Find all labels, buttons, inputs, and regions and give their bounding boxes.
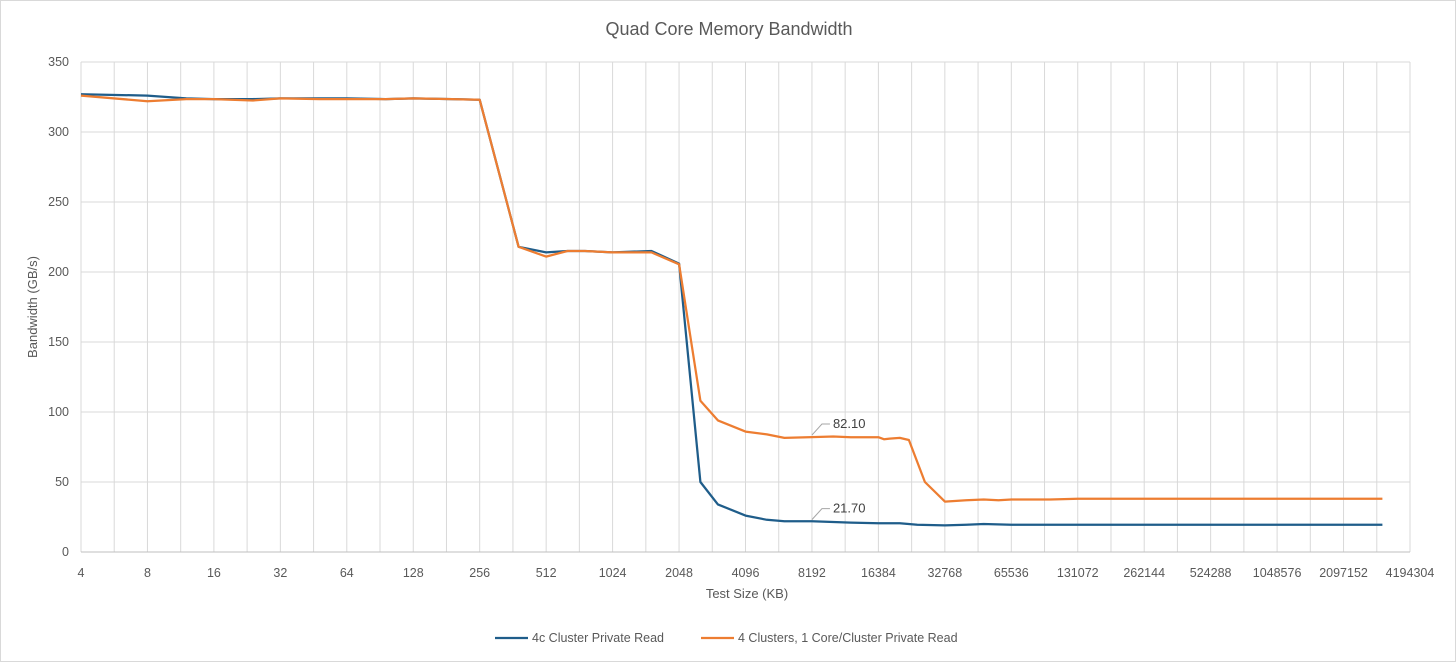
x-tick-label: 2097152 [1319,566,1368,580]
x-axis-ticks: 4 8 16 32 64 128 256 512 1024 2048 4096 8192 16384 32… [78,566,1435,580]
x-tick-label: 1024 [599,566,627,580]
x-tick-label: 524288 [1190,566,1232,580]
x-tick-label: 262144 [1123,566,1165,580]
y-axis-ticks: 0 50 100 150 200 250 300 350 [48,55,69,559]
y-tick-label: 150 [48,335,69,349]
x-tick-label: 16384 [861,566,896,580]
chart-title: Quad Core Memory Bandwidth [605,19,852,39]
y-tick-label: 250 [48,195,69,209]
annotation-label: 21.70 [833,501,866,516]
x-tick-label: 64 [340,566,354,580]
y-tick-label: 0 [62,545,69,559]
x-tick-label: 4 [78,566,85,580]
series-line-2 [80,94,1383,503]
legend-label-1: 4c Cluster Private Read [532,631,664,645]
y-axis-title: Bandwidth (GB/s) [25,256,40,358]
x-tick-label: 131072 [1057,566,1099,580]
x-tick-label: 8192 [798,566,826,580]
y-tick-label: 100 [48,405,69,419]
x-tick-label: 128 [403,566,424,580]
x-tick-label: 1048576 [1253,566,1302,580]
annotation-leader [811,423,830,436]
y-tick-label: 350 [48,55,69,69]
x-tick-label: 16 [207,566,221,580]
legend: 4c Cluster Private Read 4 Clusters, 1 Cor… [495,631,958,645]
x-tick-label: 65536 [994,566,1029,580]
x-tick-label: 256 [469,566,490,580]
series-lines [80,93,1383,527]
annotation-label: 82.10 [833,416,866,431]
x-tick-label: 32768 [927,566,962,580]
series-line-1 [80,93,1383,527]
grid-lines [80,61,1411,553]
y-tick-label: 200 [48,265,69,279]
annotation-leader [811,508,830,520]
x-tick-label: 4194304 [1386,566,1435,580]
y-tick-label: 50 [55,475,69,489]
y-tick-label: 300 [48,125,69,139]
x-tick-label: 8 [144,566,151,580]
data-annotations: 82.10 21.70 [811,416,866,520]
x-tick-label: 2048 [665,566,693,580]
x-axis-title: Test Size (KB) [706,586,788,601]
x-tick-label: 4096 [732,566,760,580]
x-tick-label: 32 [273,566,287,580]
x-tick-label: 512 [536,566,557,580]
legend-label-2: 4 Clusters, 1 Core/Cluster Private Read [738,631,958,645]
